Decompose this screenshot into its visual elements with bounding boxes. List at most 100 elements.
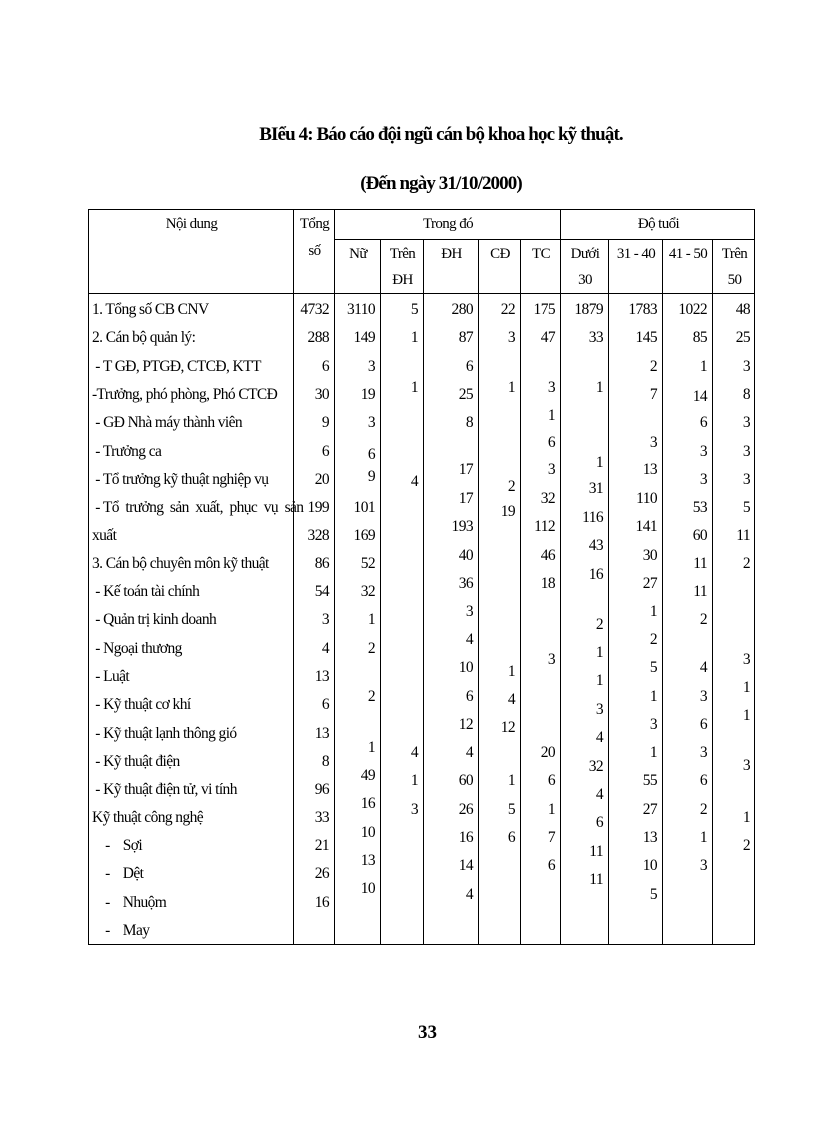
row-label: - Kế toán tài chính <box>92 583 200 600</box>
header-tren50-1: Trên <box>721 246 748 262</box>
cell-a31-40: 1783 <box>628 301 657 318</box>
header-tren-dh-1: Trên <box>389 246 416 262</box>
header-cd: CĐ <box>490 246 510 262</box>
cell-a31-40: 27 <box>642 575 658 592</box>
header-nu: Nữ <box>349 246 367 262</box>
row-label: 2. Cán bộ quản lý: <box>92 329 196 346</box>
cell-a41-50: 6 <box>699 414 708 431</box>
cell-a31-40: 1 <box>649 744 658 761</box>
cell-tong-so: 3 <box>321 611 330 628</box>
cell-tren50: 3 <box>742 358 751 375</box>
cell-a41-50: 11 <box>693 555 707 572</box>
cell-tc: 7 <box>547 829 556 846</box>
header-trong-do: Trong đó <box>422 216 474 232</box>
cell-tren50: 8 <box>742 386 751 403</box>
column-divider <box>711 239 713 944</box>
cell-cd: 1 <box>507 772 516 789</box>
cell-a31-40: 7 <box>649 386 658 403</box>
header-so: số <box>308 243 321 259</box>
cell-dh: 26 <box>458 801 474 818</box>
cell-duoi30: 1 <box>595 672 604 689</box>
cell-tc: 6 <box>547 434 556 451</box>
cell-tong-so: 30 <box>314 386 330 403</box>
cell-nu: 19 <box>360 386 376 403</box>
row-divider <box>87 293 755 294</box>
cell-dh: 6 <box>465 358 474 375</box>
column-divider <box>519 239 521 944</box>
cell-dh: 10 <box>458 659 474 676</box>
cell-a31-40: 27 <box>642 801 658 818</box>
cell-a31-40: 1 <box>649 688 658 705</box>
cell-cd: 19 <box>500 503 516 520</box>
cell-nu: 3110 <box>346 301 376 318</box>
cell-tren50: 2 <box>742 555 751 572</box>
cell-tong-so: 13 <box>314 668 330 685</box>
cell-tong-so: 8 <box>321 753 330 770</box>
cell-tong-so: 54 <box>314 583 330 600</box>
header-duoi30-2: 30 <box>578 272 592 288</box>
cell-duoi30: 11 <box>589 843 603 860</box>
cell-duoi30: 1 <box>595 379 604 396</box>
cell-nu: 149 <box>353 329 376 346</box>
cell-tc: 47 <box>540 329 556 346</box>
cell-a31-40: 13 <box>642 829 658 846</box>
cell-nu: 32 <box>360 583 376 600</box>
row-label: - Kỹ thuật điện <box>92 753 180 770</box>
cell-a41-50: 85 <box>692 329 708 346</box>
row-label: - Tổ trưởng sản xuất, phục vụ sản <box>92 499 304 516</box>
cell-duoi30: 1 <box>595 644 604 661</box>
column-divider <box>422 239 424 944</box>
cell-tren50: 11 <box>736 527 750 544</box>
cell-nu: 169 <box>353 527 376 544</box>
cell-tren-dh: 4 <box>410 473 419 490</box>
cell-tren-dh: 1 <box>410 329 419 346</box>
cell-tren50: 1 <box>742 679 751 696</box>
cell-duoi30: 4 <box>595 786 604 803</box>
cell-duoi30: 11 <box>589 871 603 888</box>
header-duoi30-1: Dưới <box>570 246 600 262</box>
row-label: - Sợi <box>92 837 143 854</box>
cell-dh: 40 <box>458 547 474 564</box>
cell-dh: 25 <box>458 386 474 403</box>
cell-tong-so: 21 <box>314 837 330 854</box>
cell-a41-50: 1 <box>699 829 708 846</box>
cell-tc: 3 <box>547 651 556 668</box>
cell-a31-40: 3 <box>649 434 658 451</box>
cell-a41-50: 2 <box>699 801 708 818</box>
header-31-40: 31 - 40 <box>616 246 656 262</box>
row-label: 3. Cán bộ chuyên môn kỹ thuật <box>92 555 269 572</box>
cell-cd: 22 <box>500 301 516 318</box>
cell-tc: 46 <box>540 547 556 564</box>
cell-tren50: 5 <box>742 499 751 516</box>
cell-tc: 6 <box>547 857 556 874</box>
cell-cd: 12 <box>500 719 516 736</box>
row-label: - Kỹ thuật cơ khí <box>92 696 191 713</box>
cell-nu: 52 <box>360 555 376 572</box>
cell-tong-so: 6 <box>321 358 330 375</box>
header-do-tuoi: Độ tuổi <box>637 216 680 232</box>
cell-tong-so: 86 <box>314 555 330 572</box>
cell-tong-so: 328 <box>307 527 330 544</box>
cell-a41-50: 60 <box>692 527 708 544</box>
cell-a41-50: 3 <box>699 471 708 488</box>
cell-cd: 1 <box>507 379 516 396</box>
document-title: BIểu 4: Báo cáo đội ngũ cán bộ khoa học … <box>259 124 623 145</box>
cell-tren50: 3 <box>742 471 751 488</box>
cell-dh: 280 <box>451 301 474 318</box>
row-label: xuất <box>92 527 117 544</box>
column-divider <box>333 210 335 944</box>
row-label: Kỹ thuật công nghệ <box>92 809 204 826</box>
cell-nu: 49 <box>360 767 376 784</box>
cell-tc: 175 <box>533 301 556 318</box>
cell-a41-50: 3 <box>699 443 708 460</box>
cell-tren-dh: 3 <box>410 801 419 818</box>
cell-a31-40: 5 <box>649 659 658 676</box>
cell-dh: 4 <box>465 886 474 903</box>
cell-dh: 4 <box>465 744 474 761</box>
cell-duoi30: 4 <box>595 729 604 746</box>
row-label: - Nhuộm <box>92 894 167 911</box>
cell-tren-dh: 4 <box>410 744 419 761</box>
cell-nu: 6 <box>367 446 376 463</box>
header-tc: TC <box>532 246 551 262</box>
cell-tren50: 25 <box>735 329 751 346</box>
